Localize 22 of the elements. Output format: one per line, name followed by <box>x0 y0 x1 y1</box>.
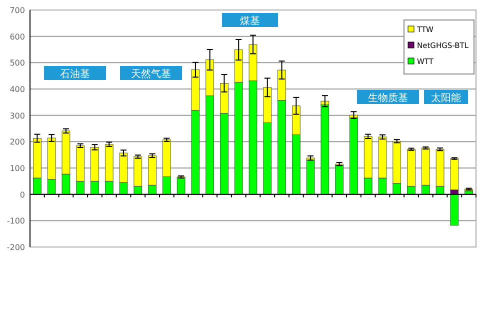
annotation: 太阳能 <box>431 92 461 104</box>
bar <box>450 158 459 190</box>
y-tick-label: 700 <box>10 6 25 15</box>
bar <box>320 104 330 195</box>
y-tick-label: 300 <box>10 111 25 120</box>
annotation: 石油基 <box>60 68 90 80</box>
bar <box>176 178 186 195</box>
bar <box>335 165 344 195</box>
y-tick-label: 0 <box>20 190 25 200</box>
y-tick-label: 600 <box>10 32 25 42</box>
y-tick-label: 100 <box>10 164 25 173</box>
y-tick-label: -100 <box>6 216 25 226</box>
y-tick-label: -200 <box>6 243 25 252</box>
bar <box>306 160 315 195</box>
annotation: 生物质基 <box>368 92 408 104</box>
y-tick-label: 200 <box>10 138 25 147</box>
annotation: 天然气基 <box>131 68 171 80</box>
bar <box>350 118 358 195</box>
y-tick-label: 500 <box>10 58 25 68</box>
y-tick-label: 400 <box>10 85 25 94</box>
annotation: 煤基 <box>240 15 260 27</box>
bar <box>450 194 459 226</box>
